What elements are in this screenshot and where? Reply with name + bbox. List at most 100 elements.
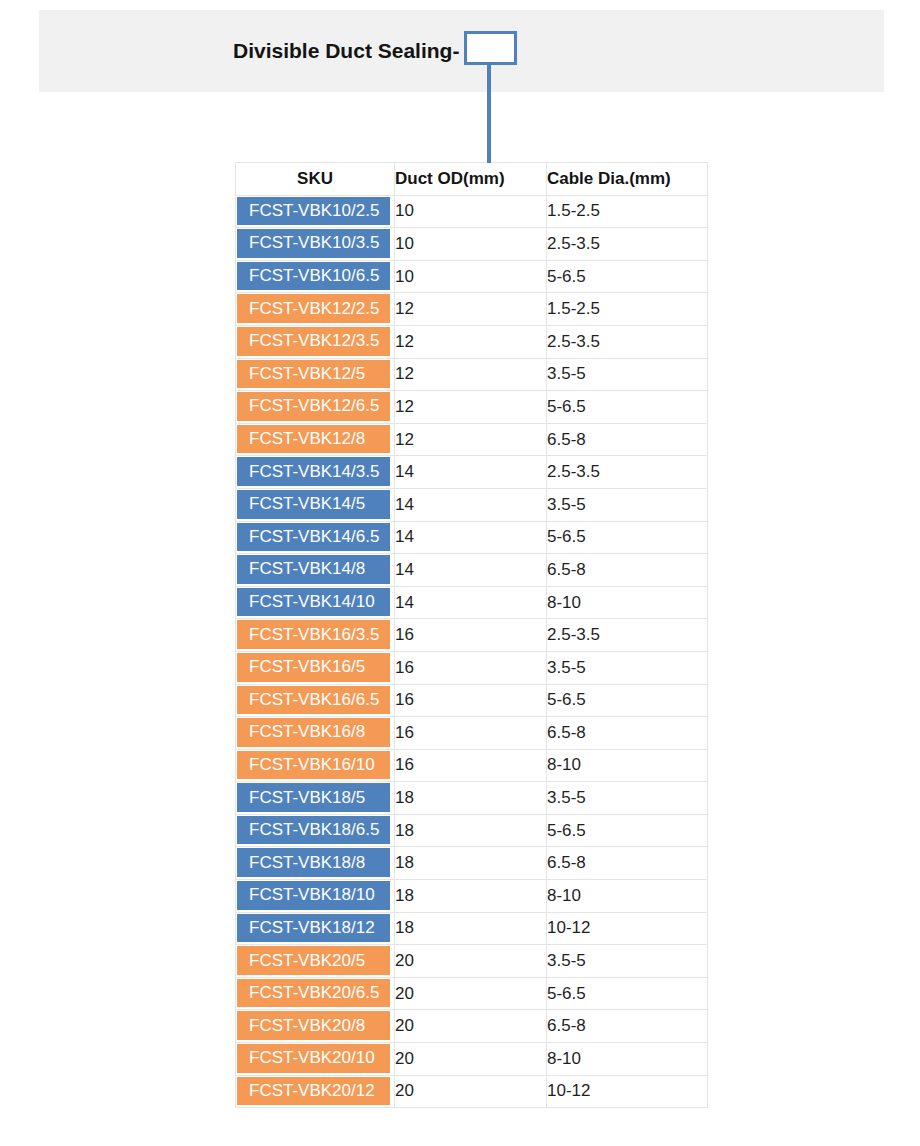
duct-od-cell: 10 [395, 260, 547, 293]
sku-chip: FCST-VBK10/3.5 [237, 229, 390, 258]
sku-chip: FCST-VBK18/10 [237, 881, 390, 910]
cable-dia-cell: 3.5-5 [547, 945, 708, 978]
sku-chip: FCST-VBK18/12 [237, 914, 390, 943]
sku-cell: FCST-VBK14/6.5 [236, 521, 395, 554]
table-row: FCST-VBK20/5203.5-5 [236, 945, 708, 978]
cable-dia-cell: 8-10 [547, 586, 708, 619]
duct-od-cell: 20 [395, 1075, 547, 1108]
sku-cell: FCST-VBK16/10 [236, 749, 395, 782]
cable-dia-cell: 10-12 [547, 1075, 708, 1108]
table-row: FCST-VBK14/6.5145-6.5 [236, 521, 708, 554]
column-header-sku: SKU [236, 163, 395, 196]
table-row: FCST-VBK16/3.5162.5-3.5 [236, 619, 708, 652]
cable-dia-cell: 5-6.5 [547, 977, 708, 1010]
table-row: FCST-VBK16/6.5165-6.5 [236, 684, 708, 717]
table-row: FCST-VBK10/2.5101.5-2.5 [236, 195, 708, 228]
duct-od-cell: 14 [395, 456, 547, 489]
sku-chip: FCST-VBK12/5 [237, 360, 390, 389]
column-header-duct-od: Duct OD(mm) [395, 163, 547, 196]
table-row: FCST-VBK16/10168-10 [236, 749, 708, 782]
sku-cell: FCST-VBK10/3.5 [236, 228, 395, 261]
duct-od-cell: 12 [395, 325, 547, 358]
sku-cell: FCST-VBK18/12 [236, 912, 395, 945]
table-row: FCST-VBK12/8126.5-8 [236, 423, 708, 456]
sku-chip: FCST-VBK12/8 [237, 425, 390, 454]
cable-dia-cell: 2.5-3.5 [547, 456, 708, 489]
sku-cell: FCST-VBK10/2.5 [236, 195, 395, 228]
duct-od-cell: 12 [395, 391, 547, 424]
cable-dia-cell: 2.5-3.5 [547, 228, 708, 261]
page-title: Divisible Duct Sealing- [233, 39, 459, 63]
sku-cell: FCST-VBK16/3.5 [236, 619, 395, 652]
sku-chip: FCST-VBK18/8 [237, 848, 390, 877]
cable-dia-cell: 1.5-2.5 [547, 293, 708, 326]
duct-od-cell: 10 [395, 228, 547, 261]
cable-dia-cell: 3.5-5 [547, 782, 708, 815]
table-row: FCST-VBK12/3.5122.5-3.5 [236, 325, 708, 358]
sku-chip: FCST-VBK10/6.5 [237, 262, 390, 291]
duct-od-cell: 18 [395, 847, 547, 880]
sku-chip: FCST-VBK16/10 [237, 751, 390, 780]
cable-dia-cell: 5-6.5 [547, 391, 708, 424]
sku-cell: FCST-VBK20/5 [236, 945, 395, 978]
cable-dia-cell: 2.5-3.5 [547, 325, 708, 358]
sku-cell: FCST-VBK12/8 [236, 423, 395, 456]
sku-cell: FCST-VBK20/6.5 [236, 977, 395, 1010]
sku-chip: FCST-VBK14/3.5 [237, 457, 390, 486]
duct-od-cell: 16 [395, 619, 547, 652]
duct-od-cell: 12 [395, 423, 547, 456]
cable-dia-cell: 3.5-5 [547, 488, 708, 521]
duct-od-cell: 20 [395, 977, 547, 1010]
sku-cell: FCST-VBK12/2.5 [236, 293, 395, 326]
sku-cell: FCST-VBK20/12 [236, 1075, 395, 1108]
table-row: FCST-VBK14/8146.5-8 [236, 554, 708, 587]
cable-dia-cell: 10-12 [547, 912, 708, 945]
sku-cell: FCST-VBK14/5 [236, 488, 395, 521]
table-row: FCST-VBK10/6.5105-6.5 [236, 260, 708, 293]
sku-cell: FCST-VBK18/5 [236, 782, 395, 815]
duct-od-cell: 12 [395, 293, 547, 326]
cable-dia-cell: 6.5-8 [547, 717, 708, 750]
table-row: FCST-VBK18/121810-12 [236, 912, 708, 945]
cable-dia-cell: 8-10 [547, 880, 708, 913]
cable-dia-cell: 3.5-5 [547, 651, 708, 684]
title-banner: Divisible Duct Sealing- [39, 10, 884, 92]
duct-od-cell: 20 [395, 945, 547, 978]
table-row: FCST-VBK10/3.5102.5-3.5 [236, 228, 708, 261]
cable-dia-cell: 6.5-8 [547, 847, 708, 880]
sku-chip: FCST-VBK20/5 [237, 946, 390, 975]
sku-cell: FCST-VBK18/10 [236, 880, 395, 913]
cable-dia-cell: 6.5-8 [547, 423, 708, 456]
sku-cell: FCST-VBK12/6.5 [236, 391, 395, 424]
table-row: FCST-VBK14/3.5142.5-3.5 [236, 456, 708, 489]
duct-od-cell: 18 [395, 880, 547, 913]
sku-chip: FCST-VBK16/5 [237, 653, 390, 682]
duct-od-cell: 12 [395, 358, 547, 391]
table-row: FCST-VBK20/6.5205-6.5 [236, 977, 708, 1010]
sku-cell: FCST-VBK16/5 [236, 651, 395, 684]
duct-od-cell: 18 [395, 912, 547, 945]
cable-dia-cell: 8-10 [547, 1043, 708, 1076]
cable-dia-cell: 5-6.5 [547, 521, 708, 554]
page: Divisible Duct Sealing- SKU Duct OD(mm) … [0, 0, 920, 1146]
cable-dia-cell: 5-6.5 [547, 684, 708, 717]
sku-cell: FCST-VBK18/6.5 [236, 814, 395, 847]
duct-od-cell: 16 [395, 717, 547, 750]
sku-cell: FCST-VBK16/6.5 [236, 684, 395, 717]
sku-chip: FCST-VBK20/6.5 [237, 979, 390, 1008]
table-row: FCST-VBK16/8166.5-8 [236, 717, 708, 750]
cable-dia-cell: 5-6.5 [547, 260, 708, 293]
sku-chip: FCST-VBK20/12 [237, 1077, 390, 1106]
sku-chip: FCST-VBK12/2.5 [237, 294, 390, 323]
cable-dia-cell: 6.5-8 [547, 554, 708, 587]
table-row: FCST-VBK14/5143.5-5 [236, 488, 708, 521]
column-header-cable-dia: Cable Dia.(mm) [547, 163, 708, 196]
sku-cell: FCST-VBK20/8 [236, 1010, 395, 1043]
sku-cell: FCST-VBK14/10 [236, 586, 395, 619]
sku-cell: FCST-VBK14/8 [236, 554, 395, 587]
table-row: FCST-VBK12/2.5121.5-2.5 [236, 293, 708, 326]
sku-cell: FCST-VBK12/5 [236, 358, 395, 391]
sku-chip: FCST-VBK10/2.5 [237, 197, 390, 226]
sku-chip: FCST-VBK16/6.5 [237, 686, 390, 715]
table-row: FCST-VBK16/5163.5-5 [236, 651, 708, 684]
